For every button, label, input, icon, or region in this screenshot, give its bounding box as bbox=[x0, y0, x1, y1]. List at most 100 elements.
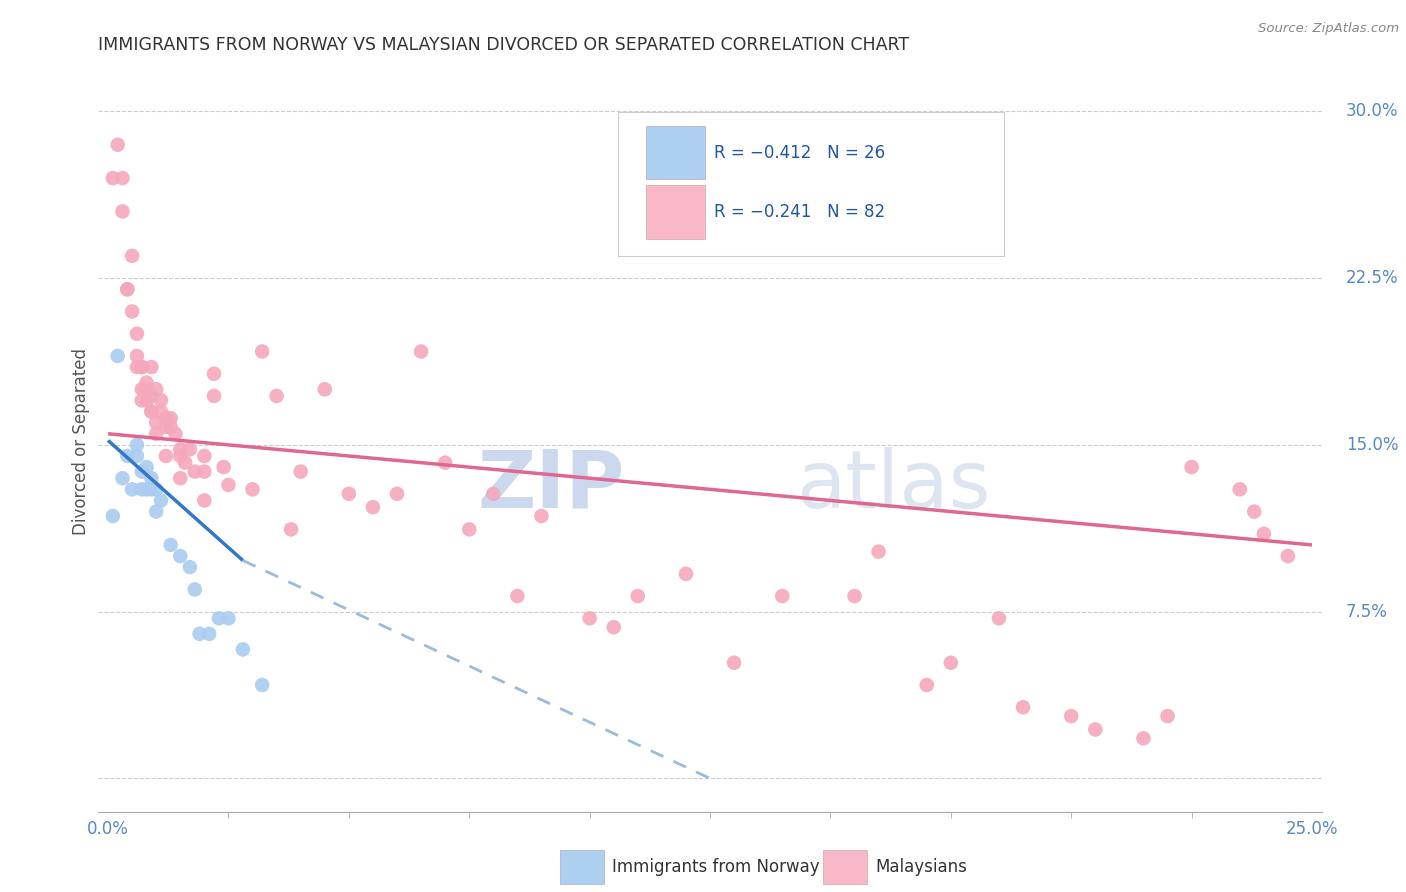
Text: 30.0%: 30.0% bbox=[1346, 103, 1399, 120]
Point bbox=[135, 393, 157, 408]
Point bbox=[627, 589, 650, 603]
Point bbox=[188, 627, 211, 641]
Point bbox=[770, 589, 793, 603]
Text: Immigrants from Norway: Immigrants from Norway bbox=[612, 858, 820, 876]
Point bbox=[125, 360, 148, 375]
Point bbox=[939, 656, 962, 670]
Point bbox=[184, 582, 207, 597]
Text: Malaysians: Malaysians bbox=[875, 858, 967, 876]
Text: R = −0.412   N = 26: R = −0.412 N = 26 bbox=[714, 144, 884, 161]
Point bbox=[266, 389, 288, 403]
Point bbox=[179, 442, 201, 457]
FancyBboxPatch shape bbox=[823, 850, 866, 884]
Point bbox=[530, 508, 553, 523]
Point bbox=[169, 549, 191, 563]
Point bbox=[101, 508, 124, 523]
Point bbox=[131, 360, 153, 375]
Point bbox=[111, 171, 134, 186]
Point bbox=[242, 483, 264, 497]
Point bbox=[1181, 460, 1204, 475]
Point bbox=[150, 393, 173, 408]
Point bbox=[1156, 709, 1178, 723]
Text: 7.5%: 7.5% bbox=[1346, 603, 1388, 621]
Point bbox=[117, 449, 139, 463]
Point bbox=[159, 411, 181, 425]
Point bbox=[117, 282, 139, 296]
Text: ZIP: ZIP bbox=[477, 447, 624, 525]
Point bbox=[125, 349, 148, 363]
Point bbox=[155, 420, 177, 434]
Point bbox=[141, 360, 163, 375]
Point bbox=[1253, 526, 1275, 541]
Point bbox=[135, 376, 157, 390]
Point bbox=[159, 420, 181, 434]
Point bbox=[107, 349, 129, 363]
FancyBboxPatch shape bbox=[619, 112, 1004, 257]
Point bbox=[212, 460, 235, 475]
Point bbox=[868, 544, 890, 558]
Point bbox=[208, 611, 231, 625]
Point bbox=[198, 627, 221, 641]
FancyBboxPatch shape bbox=[560, 850, 603, 884]
Point bbox=[111, 471, 134, 485]
Point bbox=[155, 449, 177, 463]
Point bbox=[145, 382, 167, 396]
Point bbox=[1229, 483, 1251, 497]
Point bbox=[1132, 731, 1154, 746]
Text: 15.0%: 15.0% bbox=[1346, 436, 1399, 454]
Point bbox=[193, 449, 215, 463]
Point bbox=[202, 389, 225, 403]
Point bbox=[184, 465, 207, 479]
Point bbox=[578, 611, 600, 625]
Point bbox=[675, 566, 697, 581]
Point bbox=[131, 360, 153, 375]
Y-axis label: Divorced or Separated: Divorced or Separated bbox=[72, 348, 90, 535]
Point bbox=[135, 460, 157, 475]
Point bbox=[232, 642, 254, 657]
Point bbox=[141, 483, 163, 497]
Point bbox=[155, 411, 177, 425]
Point bbox=[1084, 723, 1107, 737]
Point bbox=[145, 416, 167, 430]
Point bbox=[125, 449, 148, 463]
Point bbox=[169, 471, 191, 485]
Point bbox=[337, 487, 360, 501]
Point bbox=[121, 304, 143, 318]
Point bbox=[131, 382, 153, 396]
Point bbox=[844, 589, 866, 603]
Point bbox=[131, 483, 153, 497]
Point bbox=[169, 442, 191, 457]
Text: 22.5%: 22.5% bbox=[1346, 269, 1399, 287]
Point bbox=[141, 389, 163, 403]
Point bbox=[111, 204, 134, 219]
Text: R = −0.241   N = 82: R = −0.241 N = 82 bbox=[714, 203, 884, 221]
Point bbox=[1277, 549, 1299, 563]
Point bbox=[1243, 505, 1265, 519]
Text: atlas: atlas bbox=[796, 447, 990, 525]
Point bbox=[217, 611, 239, 625]
Point bbox=[101, 171, 124, 186]
Point bbox=[107, 137, 129, 152]
Point bbox=[174, 456, 197, 470]
Point bbox=[121, 483, 143, 497]
Point bbox=[506, 589, 529, 603]
Point bbox=[141, 471, 163, 485]
Point bbox=[141, 404, 163, 418]
Point bbox=[125, 438, 148, 452]
Point bbox=[1012, 700, 1035, 714]
Point bbox=[250, 344, 273, 359]
Point bbox=[409, 344, 432, 359]
Point bbox=[145, 426, 167, 441]
Point bbox=[482, 487, 505, 501]
Point bbox=[1060, 709, 1083, 723]
Point bbox=[145, 483, 167, 497]
Point bbox=[135, 382, 157, 396]
Point bbox=[150, 404, 173, 418]
FancyBboxPatch shape bbox=[647, 186, 706, 239]
Point bbox=[169, 449, 191, 463]
Point bbox=[121, 249, 143, 263]
Point bbox=[361, 500, 384, 515]
Point bbox=[434, 456, 457, 470]
Point bbox=[131, 393, 153, 408]
Point bbox=[125, 326, 148, 341]
